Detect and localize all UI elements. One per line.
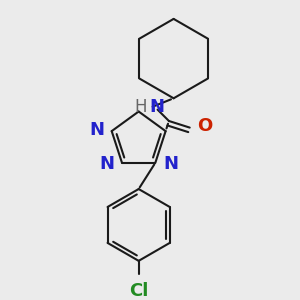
Text: O: O (197, 117, 212, 135)
Text: Cl: Cl (129, 282, 148, 300)
Text: N: N (89, 121, 104, 139)
Text: H: H (134, 98, 147, 116)
Text: N: N (149, 98, 164, 116)
Text: N: N (163, 155, 178, 173)
Text: N: N (99, 155, 114, 173)
